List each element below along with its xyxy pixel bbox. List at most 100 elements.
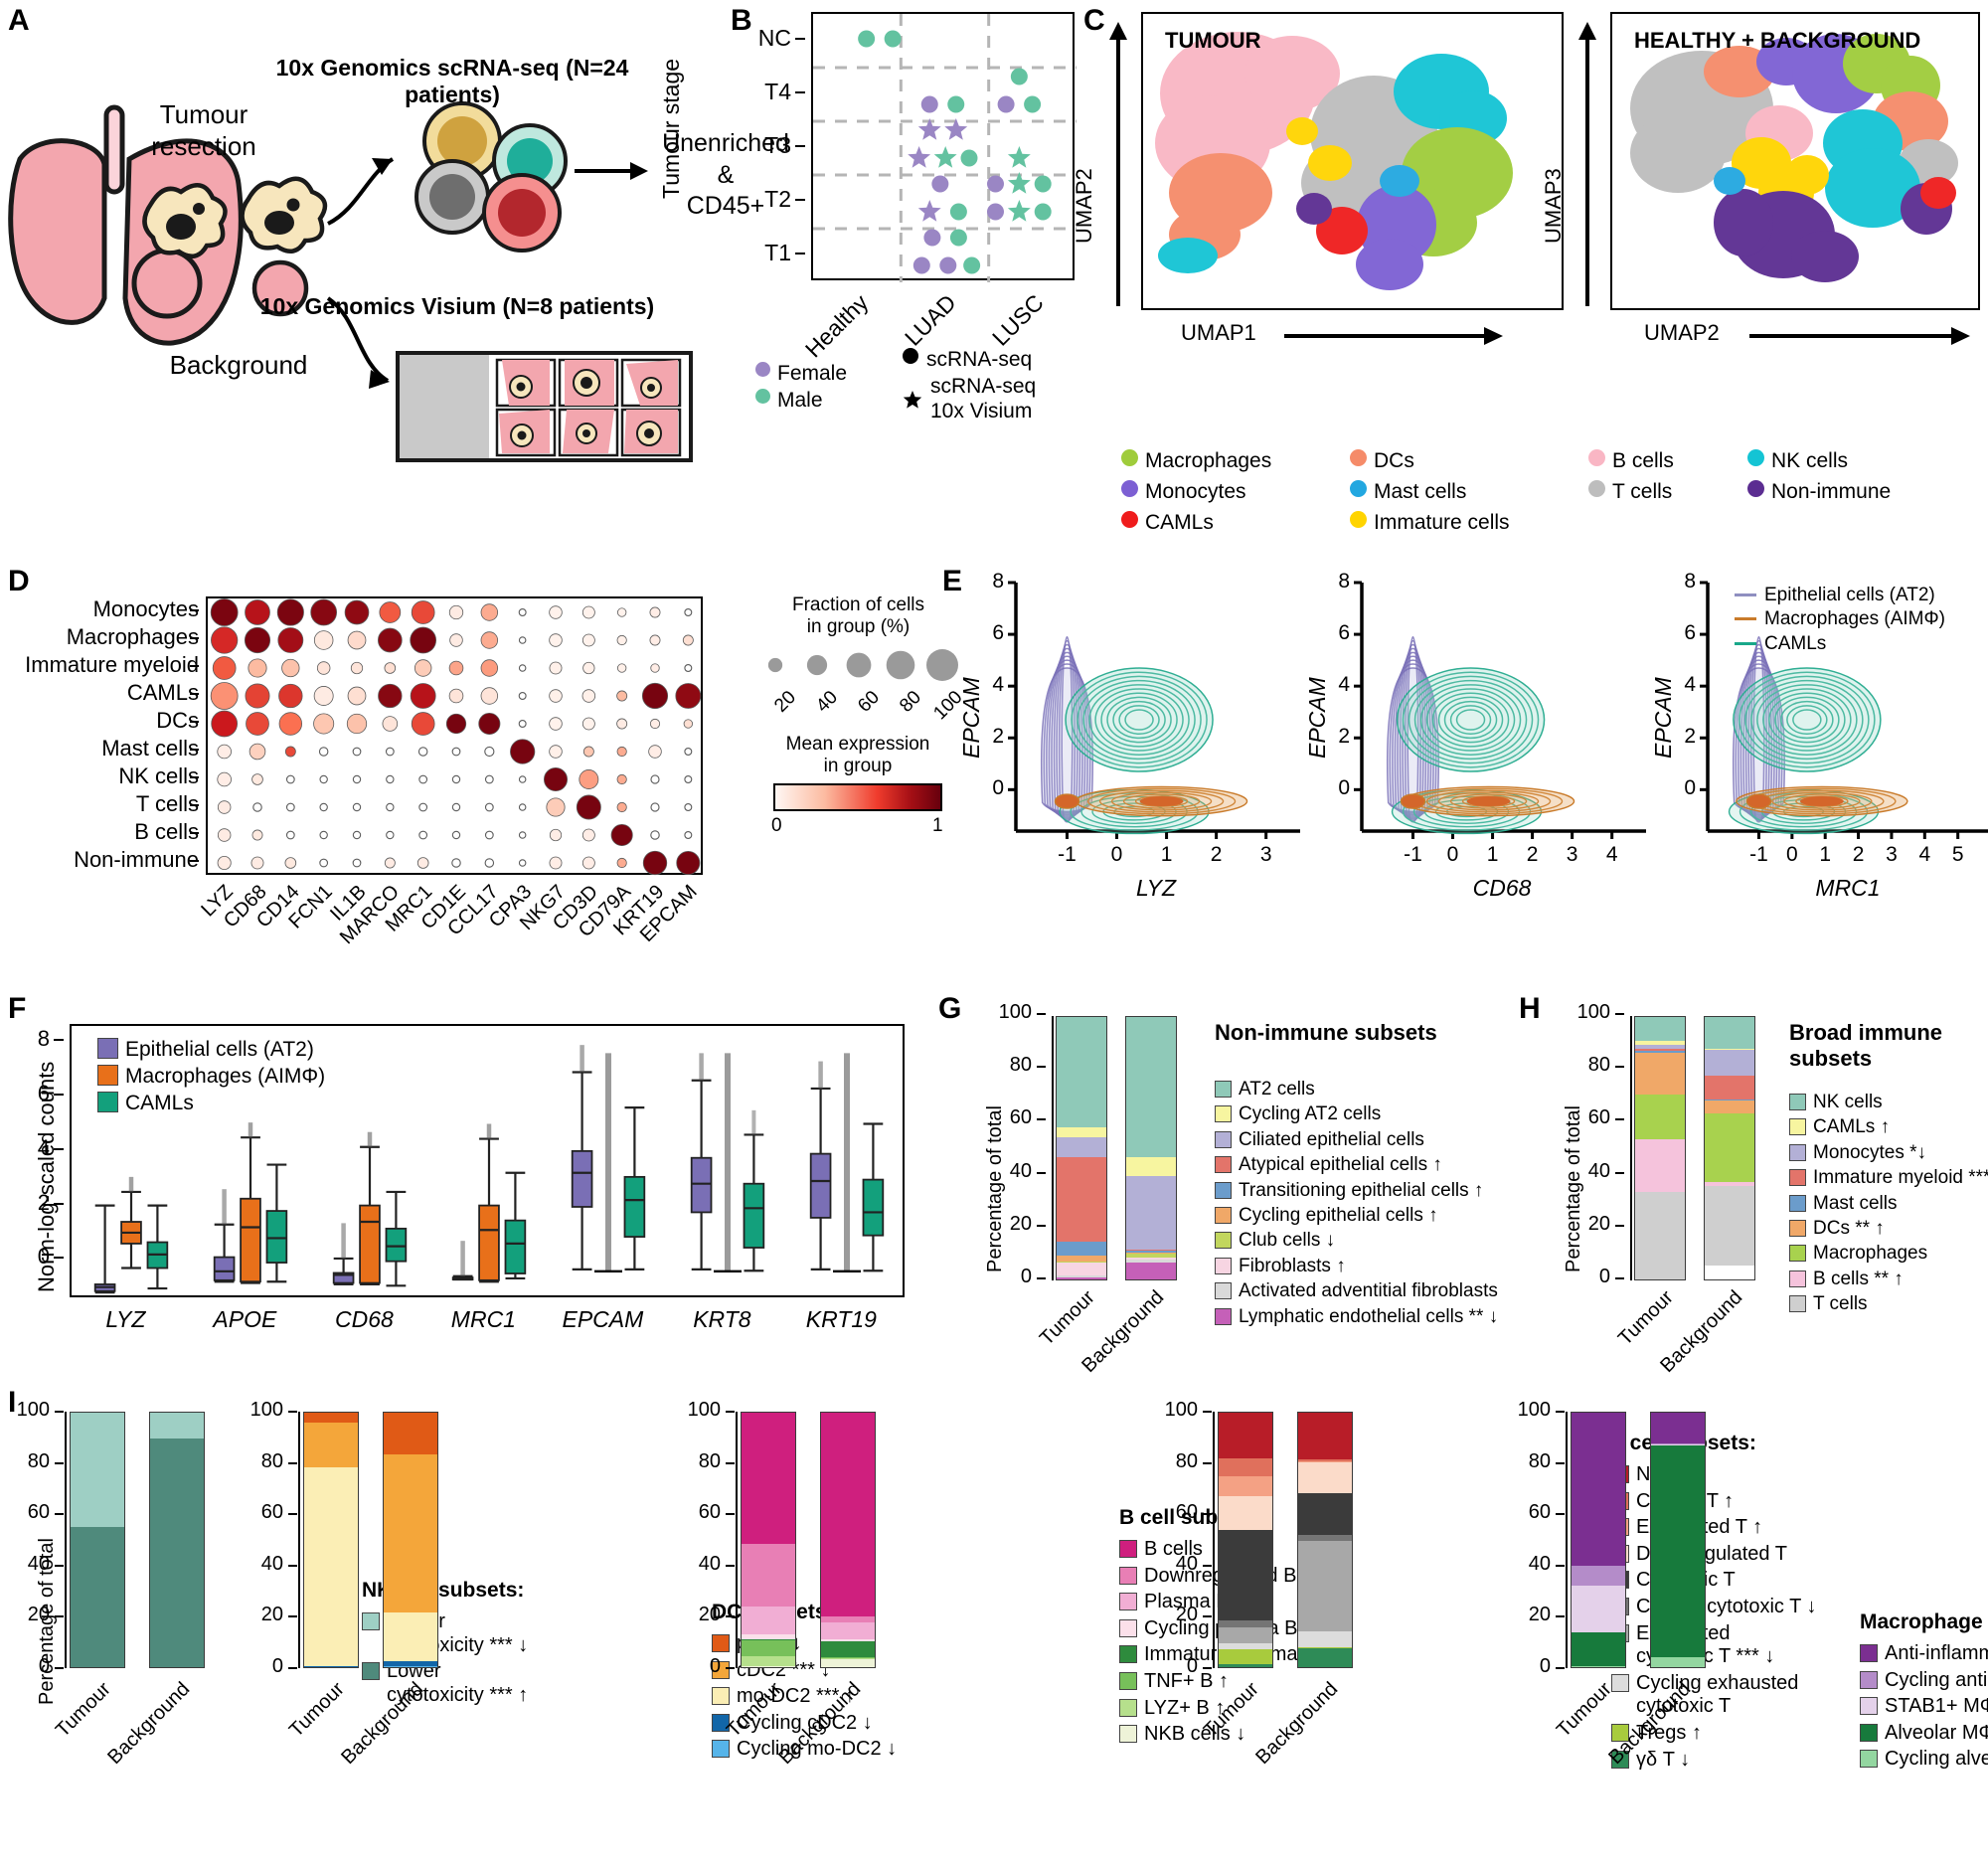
panel-e-xtick: 0 bbox=[1110, 843, 1123, 866]
panel-f-gene-label: EPCAM bbox=[562, 1306, 644, 1332]
panel-b-letter: B bbox=[731, 4, 752, 37]
panel-d-dot bbox=[210, 682, 239, 710]
bar-segment bbox=[1635, 1048, 1685, 1052]
legend-color-swatch-icon bbox=[1789, 1194, 1806, 1212]
panel-c-legend-label: DCs bbox=[1374, 449, 1414, 472]
panel-e-xlabel: MRC1 bbox=[1815, 875, 1881, 901]
panel-b-ytick: NC bbox=[757, 25, 791, 51]
legend-item: Cycling cDC2 ↓ bbox=[712, 1712, 1070, 1736]
legend-label: Activated adventitial fibroblasts bbox=[1239, 1280, 1498, 1302]
legend-label: B cells bbox=[1144, 1538, 1203, 1560]
legend-color-swatch-icon bbox=[1119, 1725, 1137, 1744]
panel-d-dot bbox=[352, 830, 362, 840]
legend-label-line: cytotoxic T bbox=[1636, 1695, 1732, 1718]
bar-segment bbox=[1705, 1076, 1754, 1101]
panel-c-legend-item: T cells bbox=[1588, 479, 1747, 505]
panel-e-xtick: 3 bbox=[1886, 843, 1898, 866]
bar-segment bbox=[1057, 1261, 1106, 1264]
ytick-label: 80 bbox=[1175, 1449, 1198, 1472]
panel-h-letter: H bbox=[1519, 992, 1541, 1025]
panel-d-dot bbox=[448, 688, 464, 704]
ytick-label: 80 bbox=[1528, 1449, 1551, 1472]
panel-d-dot bbox=[649, 634, 661, 646]
tumour-sample-icon bbox=[240, 176, 328, 254]
panel-d-dot bbox=[684, 803, 693, 811]
ytick-label: 20 bbox=[1587, 1212, 1610, 1235]
legend-color-dot-icon bbox=[1121, 449, 1138, 466]
panel-f-gene-label: MRC1 bbox=[450, 1306, 516, 1332]
bar-segment bbox=[1635, 1017, 1685, 1041]
panel-d-tick-mark bbox=[190, 637, 199, 639]
bar-segment bbox=[384, 1413, 437, 1455]
stacked-bar bbox=[1650, 1412, 1706, 1668]
panel-d-dot bbox=[418, 830, 428, 840]
panel-d-dot bbox=[616, 690, 628, 702]
bar-segment bbox=[1057, 1157, 1106, 1242]
panel-d-dot bbox=[217, 828, 232, 842]
legend-label-line: cytotoxicity *** ↑ bbox=[387, 1683, 529, 1706]
legend-color-swatch-icon bbox=[1611, 1673, 1629, 1692]
panel-f-ytick: 6 bbox=[37, 1081, 50, 1106]
legend-item: NK cells bbox=[1789, 1092, 1988, 1113]
panel-b-point-circle bbox=[997, 95, 1015, 113]
panel-f-box bbox=[146, 1204, 169, 1290]
ytick-label: 40 bbox=[1587, 1159, 1610, 1182]
panel-d-dot bbox=[478, 712, 501, 736]
panel-e-ytick: 4 bbox=[1684, 673, 1696, 697]
panel-e-xtick: 0 bbox=[1446, 843, 1459, 866]
panel-e-ytick: 2 bbox=[1338, 725, 1350, 749]
panel-g-letter: G bbox=[938, 992, 962, 1025]
panel-d-dot bbox=[245, 683, 270, 709]
bar-segment bbox=[1298, 1460, 1352, 1462]
tick-mark bbox=[1615, 1224, 1624, 1227]
panel-d-tick-mark bbox=[190, 832, 199, 834]
panel-d-dot bbox=[518, 664, 527, 672]
panel-f-gene-label: CD68 bbox=[334, 1306, 394, 1332]
panel-e-ytick: 6 bbox=[1338, 621, 1350, 645]
panel-h-axis-line bbox=[1630, 1016, 1632, 1280]
bar-segment bbox=[304, 1423, 358, 1468]
legend-color-swatch-icon bbox=[1119, 1698, 1137, 1717]
panel-b-tick-mark bbox=[795, 91, 805, 93]
panel-d-dot bbox=[352, 774, 362, 784]
tick-mark bbox=[726, 1615, 735, 1618]
legend-label: mo-DC2 *** ↑ bbox=[737, 1685, 855, 1708]
panel-d-dot bbox=[319, 802, 328, 812]
bar-segment bbox=[821, 1413, 875, 1616]
tick-mark bbox=[1037, 1224, 1046, 1227]
panel-i-subpanels: 100 80 60 40 20 0 Tumour Background NK cell subs… bbox=[0, 1399, 1988, 1863]
legend-label: Plasma B bbox=[1144, 1591, 1230, 1613]
ytick-label: 40 bbox=[1528, 1552, 1551, 1575]
panel-f-outlier-strip bbox=[833, 1053, 861, 1273]
panel-d-letter: D bbox=[8, 565, 30, 597]
legend-item-camls: CAMLs bbox=[1735, 633, 1988, 655]
panel-d-dot bbox=[248, 658, 267, 678]
panel-d-dot bbox=[285, 802, 295, 812]
panel-h-legend: NK cells CAMLs ↑ Monocytes *↓ Immature myel… bbox=[1789, 1092, 1988, 1319]
tick-mark bbox=[1203, 1615, 1212, 1618]
tick-mark bbox=[55, 1411, 64, 1413]
ytick-label: 20 bbox=[698, 1604, 721, 1626]
bar-segment bbox=[1705, 1186, 1754, 1267]
bar-segment bbox=[304, 1666, 358, 1667]
tick-mark bbox=[55, 1615, 64, 1618]
panel-d-row-labels: Monocytes Macrophages Immature myeloid CAML… bbox=[25, 596, 199, 875]
panel-d-dot bbox=[411, 712, 435, 736]
panel-i-ytick-labels: 100 80 60 40 20 0 bbox=[1509, 1399, 1565, 1677]
stacked-bar bbox=[70, 1412, 125, 1668]
circle-marker-icon bbox=[903, 348, 918, 364]
panel-f-tick-mark bbox=[54, 1039, 64, 1042]
legend-color-swatch-icon bbox=[1119, 1566, 1137, 1585]
panel-b-tick-mark bbox=[795, 199, 805, 201]
bar-segment bbox=[821, 1658, 875, 1660]
panel-d-dot bbox=[352, 747, 362, 757]
stacked-bar bbox=[149, 1412, 205, 1668]
panel-d-dot bbox=[410, 626, 437, 654]
ytick-label: 80 bbox=[260, 1449, 283, 1472]
panel-c-letter: C bbox=[1083, 4, 1105, 37]
bar-segment bbox=[821, 1615, 875, 1623]
panel-d-dot bbox=[684, 831, 693, 839]
xtick-label: Background bbox=[1656, 1286, 1747, 1378]
panel-e-plot bbox=[1008, 581, 1300, 839]
bar-segment bbox=[1705, 1182, 1754, 1187]
